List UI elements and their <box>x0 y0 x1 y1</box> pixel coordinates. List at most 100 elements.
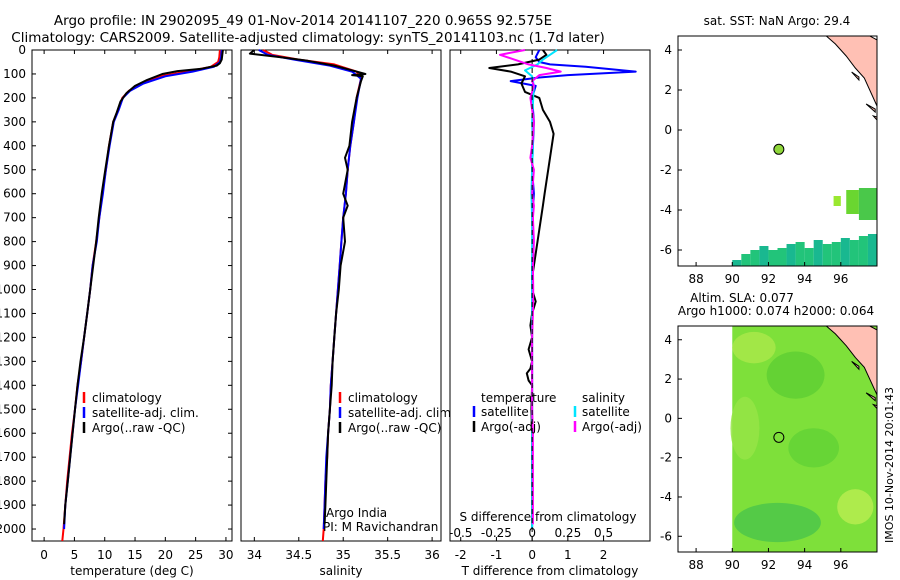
sst-data-column <box>831 242 841 266</box>
legend-label: climatology <box>92 391 162 405</box>
sla-anomaly-patch <box>837 489 874 525</box>
legend-label: satellite <box>582 405 630 419</box>
sst-data-cell <box>858 188 877 220</box>
y-tick-label: 700 <box>3 211 26 225</box>
temperature-panel: 0 5 10 15 20 25 300100200300400500600700800900… <box>0 43 234 578</box>
x-tick-label: 90 <box>725 272 740 286</box>
land-sumatra <box>825 36 877 107</box>
sst-map-panel: sat. SST: NaN Argo: 29.4 88 90 92 94 96 -6 -4 -2… <box>660 14 878 286</box>
x-tick-label: -1 <box>490 548 502 562</box>
x-axis-label: temperature (deg C) <box>70 564 193 578</box>
legend-label: Argo(-adj) <box>582 420 642 434</box>
legend-header: salinity <box>582 391 625 405</box>
y-tick-label: 2000 <box>0 522 26 536</box>
sst-data-column <box>750 250 760 266</box>
series-line-black <box>488 49 555 525</box>
x-tick-label: 5 <box>71 548 79 562</box>
land-island <box>865 103 876 114</box>
sst-data-cell <box>833 196 841 206</box>
annotation-text: Argo India <box>326 506 387 520</box>
x2-tick-label: -0.25 <box>481 526 512 540</box>
y-tick-label: 600 <box>3 187 26 201</box>
sla-anomaly-patch <box>788 428 840 468</box>
x-tick-label: 35.5 <box>374 548 401 562</box>
sst-data-column <box>858 236 868 266</box>
argo-location-marker <box>773 143 785 155</box>
x2-tick-label: 0.25 <box>554 526 581 540</box>
x-tick-label: 96 <box>833 558 848 572</box>
y-tick-label: -2 <box>660 451 672 465</box>
x-tick-label: 92 <box>761 272 776 286</box>
map-content <box>732 36 877 266</box>
y-tick-label: 4 <box>664 333 672 347</box>
sla-anomaly-patch <box>730 396 760 460</box>
series-line-black <box>248 49 367 525</box>
map-frame <box>677 35 878 267</box>
y-tick-label: 1000 <box>0 283 26 297</box>
map-content <box>730 326 877 552</box>
sst-data-column <box>759 246 769 266</box>
plot-frame <box>449 49 651 542</box>
x-tick-label: -2 <box>455 548 467 562</box>
x-axis-label: T difference from climatology <box>461 564 639 578</box>
x-tick-label: 10 <box>97 548 112 562</box>
sst-data-column <box>786 244 796 266</box>
y-tick-label: 1100 <box>0 306 26 320</box>
series-line-black <box>63 49 224 525</box>
x2-axis-label: S difference from climatology <box>460 510 637 524</box>
sst-data-column <box>741 254 751 266</box>
legend-label: Argo(-adj) <box>481 420 541 434</box>
sst-data-column <box>768 250 778 266</box>
x-tick-label: 35 <box>336 548 351 562</box>
legend-header: temperature <box>481 391 556 405</box>
y-tick-label: 1300 <box>0 354 26 368</box>
sst-data-column <box>777 248 787 266</box>
x-tick-label: 25 <box>188 548 203 562</box>
y-tick-label: 1600 <box>0 426 26 440</box>
x-tick-label: 94 <box>797 272 812 286</box>
x2-tick-label: -0.5 <box>449 526 472 540</box>
plot-frame <box>240 49 442 542</box>
y-tick-label: 0 <box>664 123 672 137</box>
annotation-text: PI: M Ravichandran <box>323 520 438 534</box>
x-tick-label: 88 <box>688 272 703 286</box>
sla-anomaly-patch <box>766 351 825 399</box>
land-island <box>851 71 860 82</box>
argo-location-marker <box>773 431 785 443</box>
x-tick-label: 96 <box>833 272 848 286</box>
x-tick-label: 20 <box>158 548 173 562</box>
land-island <box>851 360 860 371</box>
y-tick-label: 1900 <box>0 498 26 512</box>
x-tick-label: 1 <box>564 548 572 562</box>
y-tick-label: 500 <box>3 163 26 177</box>
legend-label: Argo(..raw -QC) <box>92 421 185 435</box>
y-tick-label: 400 <box>3 139 26 153</box>
sst-data-column <box>867 234 877 266</box>
y-tick-label: -4 <box>660 490 672 504</box>
land-island <box>871 115 877 121</box>
y-tick-label: 1200 <box>0 330 26 344</box>
y-tick-label: -6 <box>660 529 672 543</box>
sst-data-column <box>732 260 742 266</box>
sla-anomaly-patch <box>734 502 821 543</box>
y-tick-label: 0 <box>18 43 26 57</box>
x-tick-label: 34.5 <box>285 548 312 562</box>
map-title: sat. SST: NaN Argo: 29.4 <box>704 14 851 28</box>
y-tick-label: 100 <box>3 67 26 81</box>
y-tick-label: -4 <box>660 203 672 217</box>
legend-label: climatology <box>348 391 418 405</box>
map-frame <box>677 325 878 553</box>
sst-data-column <box>795 242 805 266</box>
y-tick-label: -6 <box>660 243 672 257</box>
map-subtitle: Argo h1000: 0.074 h2000: 0.064 <box>678 304 874 318</box>
x-tick-label: 88 <box>688 558 703 572</box>
y-tick-label: -2 <box>660 163 672 177</box>
x-axis-label: salinity <box>319 564 362 578</box>
figure-title-line2: Climatology: CARS2009. Satellite-adjuste… <box>11 30 604 46</box>
y-tick-label: 800 <box>3 235 26 249</box>
y-tick-label: 1400 <box>0 378 26 392</box>
sst-data-column <box>804 248 814 266</box>
x2-tick-label: 0 <box>528 526 536 540</box>
